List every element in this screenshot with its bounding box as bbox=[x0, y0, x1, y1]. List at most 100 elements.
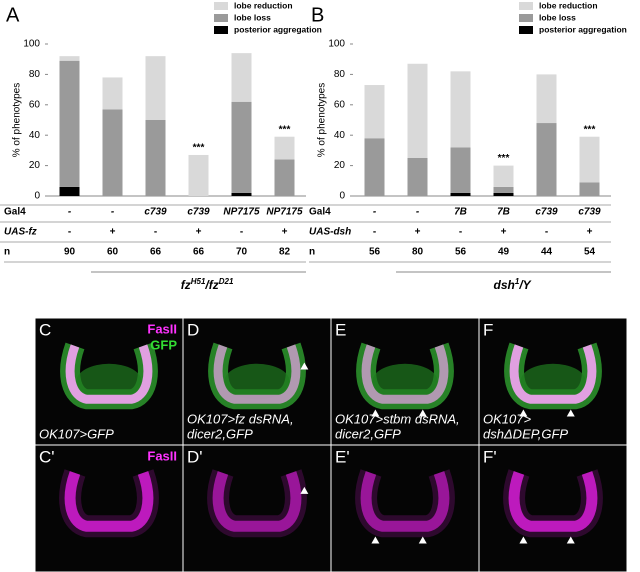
arrowhead bbox=[519, 536, 528, 544]
row-value: + bbox=[415, 227, 421, 238]
y-tick-label: 60 bbox=[334, 99, 346, 110]
row-value: 90 bbox=[64, 247, 76, 258]
arrowhead bbox=[371, 536, 380, 544]
category-label: c739 bbox=[144, 207, 167, 218]
stain-label: GFP bbox=[150, 337, 177, 352]
fasii-signal bbox=[509, 344, 597, 404]
bar-segment bbox=[579, 136, 600, 183]
row-value: 60 bbox=[107, 247, 119, 258]
arrowhead bbox=[566, 409, 575, 417]
genotype-part: dsh bbox=[494, 278, 515, 292]
bar-segment bbox=[536, 123, 557, 196]
row-value: 66 bbox=[150, 247, 162, 258]
micrograph bbox=[478, 444, 628, 572]
stain-label: FasII bbox=[147, 321, 177, 336]
panel-label: B bbox=[311, 4, 324, 26]
category-label: c739 bbox=[187, 207, 210, 218]
row-value: - bbox=[240, 227, 243, 238]
row-value: - bbox=[373, 227, 376, 238]
bar-segment bbox=[450, 192, 471, 196]
y-tick-label: 80 bbox=[29, 69, 41, 80]
panel-label: E bbox=[335, 320, 346, 339]
y-tick-label: 40 bbox=[334, 130, 346, 141]
bar-segment bbox=[59, 56, 80, 61]
legend-label: posterior aggregation bbox=[539, 24, 627, 34]
significance: *** bbox=[498, 153, 510, 164]
caption: dicer2,GFP bbox=[335, 426, 401, 441]
fasii-glow bbox=[355, 469, 455, 538]
y-tick-label: 100 bbox=[328, 39, 345, 50]
fasii-signal bbox=[508, 471, 598, 532]
genotype-part: H51 bbox=[191, 277, 206, 286]
row-value: + bbox=[282, 227, 288, 238]
bar-segment bbox=[59, 186, 80, 196]
bar-segment bbox=[231, 101, 252, 193]
arrowhead bbox=[418, 536, 427, 544]
row-label: UAS-dsh bbox=[309, 227, 351, 238]
row-value: - bbox=[154, 227, 157, 238]
category-label: - bbox=[416, 207, 420, 218]
bar-segment bbox=[579, 182, 600, 196]
row-value: 54 bbox=[584, 247, 596, 258]
y-tick-label: 20 bbox=[29, 160, 41, 171]
y-axis-label: % of phenotypes bbox=[317, 83, 328, 158]
panel-label: C' bbox=[39, 447, 55, 466]
row-value: 82 bbox=[279, 247, 291, 258]
gfp-calyx bbox=[372, 363, 438, 400]
panel-label: F bbox=[483, 320, 493, 339]
fasii-signal bbox=[65, 344, 153, 404]
row-value: 56 bbox=[369, 247, 381, 258]
genotype-part: fz bbox=[181, 278, 191, 292]
category-label: NP7175 bbox=[266, 207, 303, 218]
bar-segment bbox=[188, 154, 209, 196]
category-label: 7B bbox=[454, 207, 467, 218]
arrowhead bbox=[371, 409, 380, 417]
category-label: NP7175 bbox=[223, 207, 260, 218]
row-value: - bbox=[68, 227, 71, 238]
bar-segment bbox=[407, 158, 428, 196]
row-value: 70 bbox=[236, 247, 248, 258]
bar-segment bbox=[536, 74, 557, 124]
row-value: - bbox=[459, 227, 462, 238]
bar-segment bbox=[145, 56, 166, 120]
bar-segment bbox=[450, 147, 471, 193]
panel-label: F' bbox=[483, 447, 497, 466]
arrowhead bbox=[300, 486, 309, 494]
fasii-signal bbox=[360, 471, 450, 532]
legend-swatch bbox=[214, 2, 228, 10]
gfp-calyx bbox=[520, 363, 586, 400]
arrowhead bbox=[566, 536, 575, 544]
bar-segment bbox=[364, 85, 385, 139]
row-value: 44 bbox=[541, 247, 553, 258]
row-value: + bbox=[501, 227, 507, 238]
legend-label: lobe loss bbox=[234, 12, 271, 22]
fasii-signal bbox=[213, 344, 301, 404]
bar-segment bbox=[493, 192, 514, 196]
panel-label: D bbox=[187, 320, 199, 339]
legend-swatch bbox=[519, 2, 533, 10]
panel-label: C bbox=[39, 320, 51, 339]
bar-segment bbox=[231, 192, 252, 196]
gfp-calyx bbox=[224, 363, 290, 400]
row-label: n bbox=[309, 247, 315, 258]
y-tick-label: 60 bbox=[29, 99, 41, 110]
y-tick-label: 20 bbox=[334, 160, 346, 171]
caption: OK107>fz dsRNA, bbox=[187, 411, 294, 426]
legend-label: lobe loss bbox=[539, 12, 576, 22]
bar-segment bbox=[145, 120, 166, 196]
row-label: n bbox=[4, 247, 10, 258]
gfp-calyx bbox=[76, 363, 142, 400]
arrowhead bbox=[519, 409, 528, 417]
fasii-signal bbox=[212, 471, 302, 532]
category-label: - bbox=[68, 207, 72, 218]
row-value: + bbox=[110, 227, 116, 238]
bar-segment bbox=[364, 138, 385, 196]
genotype: fzH51/fzD21 bbox=[181, 277, 234, 293]
fasii-signal bbox=[64, 471, 154, 532]
fasii-glow bbox=[207, 469, 307, 538]
category-label: c739 bbox=[578, 207, 601, 218]
row-label: UAS-fz bbox=[4, 227, 37, 238]
legend-swatch bbox=[519, 26, 533, 34]
micrograph bbox=[330, 444, 480, 572]
